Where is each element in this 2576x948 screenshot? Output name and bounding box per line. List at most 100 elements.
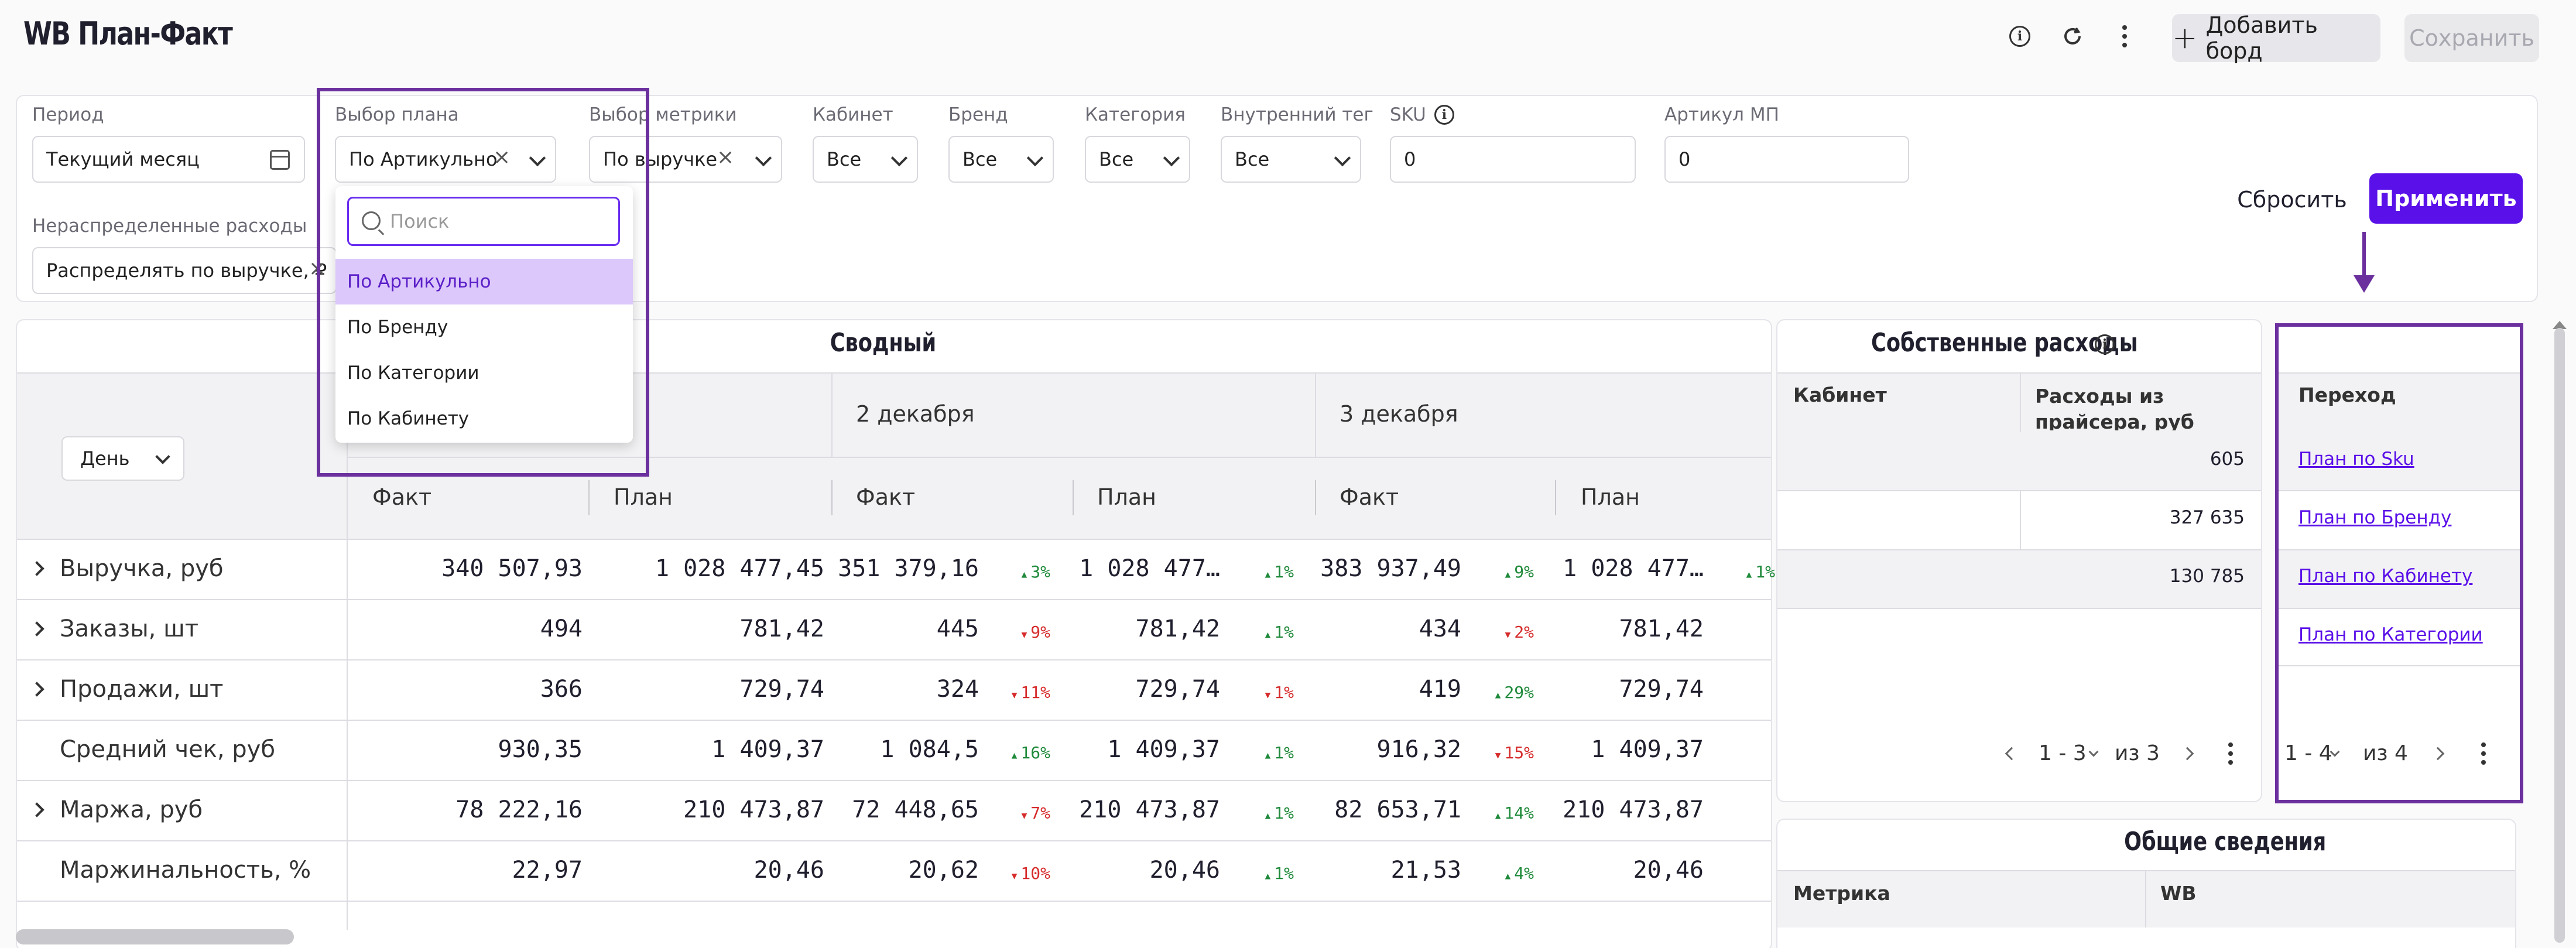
plan-dropdown: Поиск По Артикульно По Бренду По Категор… [335, 186, 633, 443]
reset-button[interactable]: Сбросить [2237, 187, 2347, 213]
change-badge: ▼ 1% [1246, 683, 1294, 702]
cabinet-select[interactable]: Все [813, 136, 918, 183]
row-divider [17, 599, 1771, 600]
category-select[interactable]: Все [1085, 136, 1190, 183]
article-input[interactable]: 0 [1664, 136, 1909, 183]
arrow-up-icon: ▲ [1265, 629, 1271, 640]
arrow-down-icon: ▼ [1505, 629, 1511, 640]
cabinet-label: Кабинет [813, 104, 893, 125]
change-value: 9% [1514, 562, 1534, 581]
plan-value: 20,46 [1149, 857, 1220, 884]
save-button[interactable]: Сохранить [2404, 14, 2539, 62]
vertical-scrollbar[interactable] [2554, 328, 2565, 943]
more-vertical-icon[interactable] [2228, 742, 2234, 765]
fact-header[interactable]: Факт [1340, 484, 1399, 510]
arrow-up-icon: ▲ [1746, 569, 1752, 580]
expense-value: 605 [2210, 449, 2245, 470]
row-label: Средний чек, руб [60, 736, 276, 763]
brand-label: Бренд [948, 104, 1008, 125]
highlight-plan-selector [317, 88, 649, 477]
link-plan-sku[interactable]: План по Sku [2298, 449, 2414, 470]
col-expenses: Расходы из прайсера, руб [2035, 385, 2194, 430]
plan-header[interactable]: План [1581, 484, 1640, 510]
change-value: 7% [1030, 803, 1050, 823]
page-range[interactable]: 1 - 3 [2039, 741, 2087, 765]
info-icon[interactable]: i [2003, 20, 2036, 53]
fact-value: 340 507,93 [441, 555, 583, 582]
dropdown-option[interactable]: По Кабинету [347, 408, 470, 429]
change-badge: ▲ 9% [1486, 562, 1534, 581]
page-total: из 4 [2363, 741, 2408, 765]
arrow-down-icon: ▼ [1011, 689, 1018, 700]
tag-value: Все [1235, 148, 1270, 170]
plan-value: По Артикульно [349, 148, 498, 170]
arrow-up-icon: ▲ [1265, 569, 1271, 580]
tag-select[interactable]: Все [1221, 136, 1361, 183]
fact-value: 82 653,71 [1334, 796, 1461, 823]
row-divider [17, 780, 1771, 781]
plan-value: 781,42 [1619, 615, 1704, 642]
plan-value: 1 409,37 [1591, 736, 1704, 763]
link-plan-cabinet[interactable]: План по Кабинету [2298, 566, 2473, 587]
expenses-title: Собственные расходы [1871, 328, 2138, 358]
expense-value: 130 785 [2169, 566, 2245, 587]
more-vertical-icon[interactable] [2481, 742, 2487, 765]
change-badge: ▲ 1% [1246, 743, 1294, 762]
plan-value: 1 409,37 [711, 736, 824, 763]
clear-icon[interactable]: × [493, 145, 511, 169]
unallocated-value: Распределять по выручке, ₽ [46, 259, 327, 282]
fact-header[interactable]: Факт [856, 484, 916, 510]
sku-input[interactable]: 0 [1390, 136, 1636, 183]
plan-value: 781,42 [1135, 615, 1221, 642]
summary-title: Сводный [830, 328, 937, 358]
unallocated-select[interactable]: Распределять по выручке, ₽ × [32, 247, 337, 294]
change-value: 1% [1274, 683, 1294, 702]
dropdown-option[interactable]: По Артикульно [335, 259, 633, 304]
chevron-down-icon [1163, 149, 1180, 167]
change-badge: ▲ 1% [1727, 562, 1775, 581]
fact-value: 930,35 [498, 736, 583, 763]
fact-header[interactable]: Факт [372, 484, 432, 510]
row-label: Продажи, шт [60, 676, 224, 703]
more-vertical-icon[interactable] [2109, 20, 2142, 53]
cabinet-value: Все [827, 148, 862, 170]
dropdown-option[interactable]: По Бренду [347, 317, 448, 338]
granularity-select[interactable]: День [61, 436, 184, 481]
link-plan-brand[interactable]: План по Бренду [2298, 507, 2452, 528]
change-value: 16% [1020, 743, 1050, 762]
arrow-up-icon: ▲ [1011, 749, 1018, 761]
brand-select[interactable]: Все [948, 136, 1054, 183]
plan-header[interactable]: План [1097, 484, 1156, 510]
apply-button[interactable]: Применить [2369, 173, 2523, 224]
category-value: Все [1099, 148, 1134, 170]
change-value: 15% [1504, 743, 1534, 762]
annotation-arrow [2362, 232, 2366, 280]
add-board-button[interactable]: + Добавить борд [2172, 12, 2380, 64]
row-label: Заказы, шт [60, 615, 199, 642]
horizontal-scrollbar[interactable] [16, 929, 294, 944]
fact-value: 434 [1419, 615, 1461, 642]
page-range[interactable]: 1 - 4 [2284, 741, 2332, 765]
fact-value: 21,53 [1390, 857, 1461, 884]
plan-header[interactable]: План [614, 484, 673, 510]
dropdown-option[interactable]: По Категории [347, 362, 479, 384]
chevron-down-icon [890, 149, 908, 167]
info-icon[interactable]: i [2095, 334, 2115, 354]
plan-value: 781,42 [739, 615, 825, 642]
period-select[interactable]: Текущий месяц [32, 136, 305, 183]
brand-value: Все [962, 148, 998, 170]
granularity-value: День [80, 447, 130, 470]
link-plan-category[interactable]: План по Категории [2298, 624, 2483, 645]
refresh-icon[interactable] [2056, 20, 2089, 53]
plan-select[interactable]: По Артикульно × [335, 136, 556, 183]
page-total: из 3 [2115, 741, 2160, 765]
info-icon[interactable]: i [1434, 105, 1454, 125]
plan-label: Выбор плана [335, 104, 459, 125]
change-badge: ▼ 11% [1002, 683, 1050, 702]
plan-value: 1 028 477… [1563, 555, 1704, 582]
clear-icon[interactable]: × [717, 145, 735, 169]
scroll-up-icon[interactable] [2553, 321, 2567, 329]
dropdown-search-input[interactable]: Поиск [347, 197, 620, 246]
metric-select[interactable]: По выручке × [589, 136, 782, 183]
